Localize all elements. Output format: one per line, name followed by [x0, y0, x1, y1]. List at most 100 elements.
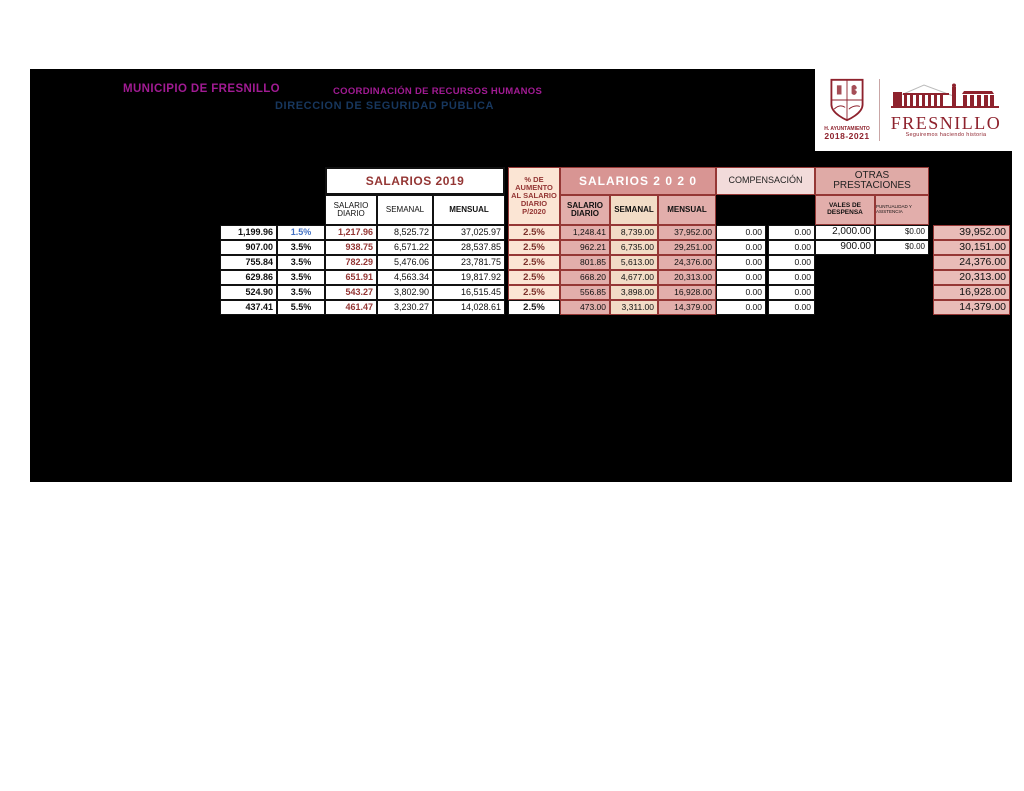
cell-comp2: 0.00: [768, 255, 815, 270]
cell-men2020: 29,251.00: [658, 240, 716, 255]
cell-men2019: 16,515.45: [433, 285, 505, 300]
cell-comp2: 0.00: [768, 300, 815, 315]
cell-sem2019: 5,476.06: [377, 255, 433, 270]
cell-men2020: 16,928.00: [658, 285, 716, 300]
header-aumento: % DE AUMENTO AL SALARIO DIARIO P/2020: [508, 167, 560, 225]
cell-comp2: 0.00: [768, 240, 815, 255]
cell-sd2019: 782.29: [325, 255, 377, 270]
cell-puntualidad: $0.00: [875, 240, 929, 255]
cell-sem2019: 8,525.72: [377, 225, 433, 240]
cell-comp1: 0.00: [716, 285, 766, 300]
subheader-mensual-2020: MENSUAL: [658, 195, 716, 225]
title-coordinacion: COORDINACIÓN DE RECURSOS HUMANOS: [333, 86, 543, 97]
brand-tagline: Seguiremos haciendo historia: [905, 131, 987, 138]
aqueduct-icon: [890, 83, 1002, 114]
cell-pct-increase: 3.5%: [277, 240, 325, 255]
cell-base-salary: 437.41: [220, 300, 277, 315]
title-direccion: DIRECCION DE SEGURIDAD PÚBLICA: [275, 100, 495, 112]
cell-pct-increase: 3.5%: [277, 255, 325, 270]
cell-aumento: 2.5%: [508, 270, 560, 285]
cell-sd2020: 556.85: [560, 285, 610, 300]
cell-total: 20,313.00: [933, 270, 1010, 285]
header-salarios-2020: SALARIOS 2 0 2 0: [560, 167, 716, 195]
cell-base-salary: 755.84: [220, 255, 277, 270]
salary-table: SALARIOS 2019 % DE AUMENTO AL SALARIO DI…: [220, 167, 1010, 315]
brand-block: FRESNILLO Seguiremos haciendo historia: [880, 82, 1012, 139]
cell-pct-increase: 5.5%: [277, 300, 325, 315]
crest-period: 2018-2021: [824, 131, 870, 142]
header-compensacion: COMPENSACIÓN: [716, 167, 815, 195]
cell-total: 24,376.00: [933, 255, 1010, 270]
header-otras-prestaciones: OTRAS PRESTACIONES: [815, 167, 929, 195]
cell-sd2019: 938.75: [325, 240, 377, 255]
cell-men2019: 14,028.61: [433, 300, 505, 315]
cell-men2019: 19,817.92: [433, 270, 505, 285]
cell-sem2020: 3,898.00: [610, 285, 658, 300]
subheader-semanal-2019: SEMANAL: [377, 195, 433, 225]
cell-sem2019: 4,563.34: [377, 270, 433, 285]
cell-sem2020: 5,613.00: [610, 255, 658, 270]
cell-total: 30,151.00: [933, 240, 1010, 255]
cell-sd2019: 1,217.96: [325, 225, 377, 240]
cell-comp1: 0.00: [716, 300, 766, 315]
logo-box: H. AYUNTAMIENTO 2018-2021: [815, 69, 1012, 151]
cell-aumento: 2.5%: [508, 225, 560, 240]
cell-sem2020: 6,735.00: [610, 240, 658, 255]
cell-sd2020: 801.85: [560, 255, 610, 270]
cell-aumento: 2.5%: [508, 255, 560, 270]
cell-sem2019: 3,802.90: [377, 285, 433, 300]
cell-pct-increase: 3.5%: [277, 270, 325, 285]
logo-divider: [879, 79, 880, 141]
subheader-vales-despensa: VALES DE DESPENSA: [815, 195, 875, 225]
document-canvas: MUNICIPIO DE FRESNILLO COORDINACIÓN DE R…: [30, 69, 1012, 482]
crest-icon: [828, 79, 866, 126]
cell-puntualidad: $0.00: [875, 225, 929, 240]
cell-sd2019: 543.27: [325, 285, 377, 300]
cell-men2019: 37,025.97: [433, 225, 505, 240]
crest-block: H. AYUNTAMIENTO 2018-2021: [815, 78, 879, 141]
header-salarios-2019: SALARIOS 2019: [325, 167, 505, 195]
cell-aumento: 2.5%: [508, 240, 560, 255]
subheader-mensual-2019: MENSUAL: [433, 195, 505, 225]
cell-sem2020: 4,677.00: [610, 270, 658, 285]
cell-total: 14,379.00: [933, 300, 1010, 315]
title-municipio: MUNICIPIO DE FRESNILLO: [123, 83, 281, 95]
cell-men2020: 14,379.00: [658, 300, 716, 315]
cell-total: 16,928.00: [933, 285, 1010, 300]
cell-comp2: 0.00: [768, 285, 815, 300]
cell-comp1: 0.00: [716, 240, 766, 255]
cell-sd2020: 1,248.41: [560, 225, 610, 240]
cell-base-salary: 907.00: [220, 240, 277, 255]
cell-sd2020: 668.20: [560, 270, 610, 285]
subheader-salario-diario-2019: SALARIO DIARIO: [325, 195, 377, 225]
cell-men2019: 28,537.85: [433, 240, 505, 255]
cell-pct-increase: 3.5%: [277, 285, 325, 300]
cell-sem2020: 8,739.00: [610, 225, 658, 240]
cell-sem2019: 6,571.22: [377, 240, 433, 255]
cell-base-salary: 1,199.96: [220, 225, 277, 240]
cell-comp1: 0.00: [716, 255, 766, 270]
cell-sd2019: 651.91: [325, 270, 377, 285]
cell-comp1: 0.00: [716, 225, 766, 240]
cell-vales: 2,000.00: [815, 225, 875, 240]
cell-men2020: 24,376.00: [658, 255, 716, 270]
cell-comp2: 0.00: [768, 225, 815, 240]
subheader-semanal-2020: SEMANAL: [610, 195, 658, 225]
cell-comp2: 0.00: [768, 270, 815, 285]
cell-men2019: 23,781.75: [433, 255, 505, 270]
cell-base-salary: 629.86: [220, 270, 277, 285]
cell-sd2020: 962.21: [560, 240, 610, 255]
cell-pct-increase: 1.5%: [277, 225, 325, 240]
cell-men2020: 37,952.00: [658, 225, 716, 240]
cell-sd2019: 461.47: [325, 300, 377, 315]
cell-aumento: 2.5%: [508, 300, 560, 315]
subheader-puntualidad: PUNTUALIDAD Y ASISTENCIA: [875, 195, 929, 225]
cell-base-salary: 524.90: [220, 285, 277, 300]
cell-comp1: 0.00: [716, 270, 766, 285]
cell-men2020: 20,313.00: [658, 270, 716, 285]
cell-sem2020: 3,311.00: [610, 300, 658, 315]
brand-wordmark: FRESNILLO: [890, 112, 1002, 133]
cell-total: 39,952.00: [933, 225, 1010, 240]
cell-vales: 900.00: [815, 240, 875, 255]
cell-sd2020: 473.00: [560, 300, 610, 315]
